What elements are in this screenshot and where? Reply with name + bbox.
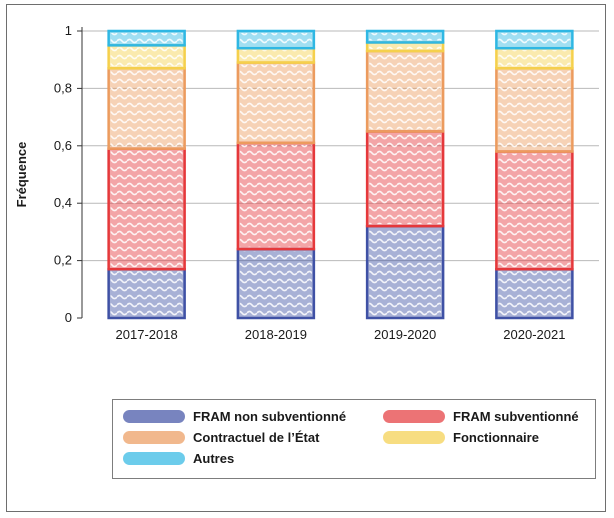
bar-texture — [498, 33, 571, 47]
legend-label: Autres — [193, 450, 235, 466]
bar-texture — [369, 44, 442, 50]
bar-texture — [369, 228, 442, 316]
legend-item: Fonctionnaire — [383, 427, 539, 447]
y-tick-label: 0 — [65, 310, 72, 325]
legend-swatch — [383, 409, 445, 423]
x-tick-label: 2019-2020 — [374, 327, 436, 342]
y-tick-label: 0,4 — [54, 195, 72, 210]
y-tick-label: 0,8 — [54, 80, 72, 95]
legend-label: Contractuel de l’État — [193, 429, 320, 445]
bar-texture — [110, 271, 183, 316]
bar-texture — [239, 50, 312, 61]
legend-swatch — [123, 451, 185, 465]
legend-label: FRAM non subventionné — [193, 408, 347, 424]
legend-swatch — [123, 430, 185, 444]
x-tick-label: 2018-2019 — [245, 327, 307, 342]
bar-texture — [239, 251, 312, 316]
x-tick-label: 2020-2021 — [503, 327, 565, 342]
bar-texture — [369, 133, 442, 225]
bar-texture — [110, 33, 183, 44]
legend-label: FRAM subventionné — [453, 408, 579, 424]
y-axis-label: Fréquence — [14, 142, 29, 208]
bar-texture — [110, 70, 183, 147]
bar-texture — [239, 144, 312, 248]
chart-frame: 0 0,2 0,4 0,6 0,8 1 Fréquence 2017-2018 2018-201… — [6, 4, 606, 512]
bar-texture — [498, 271, 571, 316]
legend-item: Contractuel de l’État — [123, 427, 319, 447]
bar-texture — [498, 153, 571, 268]
bar-texture — [239, 64, 312, 141]
legend-label: Fonctionnaire — [453, 429, 539, 445]
legend-item: Autres — [123, 448, 234, 468]
legend-swatch — [123, 409, 185, 423]
legend-item: FRAM non subventionné — [123, 406, 346, 426]
y-tick-label: 1 — [65, 23, 72, 38]
legend-item: FRAM subventionné — [383, 406, 579, 426]
bar-texture — [239, 33, 312, 47]
stacked-bar-chart: 0 0,2 0,4 0,6 0,8 1 Fréquence 2017-2018 2018-201… — [14, 23, 599, 342]
legend: FRAM non subventionné FRAM subventionné Co… — [112, 399, 596, 479]
bar-texture — [369, 33, 442, 41]
bar-texture — [369, 53, 442, 130]
y-tick-label: 0,6 — [54, 138, 72, 153]
x-tick-label: 2017-2018 — [116, 327, 178, 342]
bar-texture — [110, 47, 183, 67]
bar-texture — [498, 50, 571, 67]
legend-swatch — [383, 430, 445, 444]
y-tick-label: 0,2 — [54, 253, 72, 268]
bar-texture — [498, 70, 571, 150]
bar-texture — [110, 150, 183, 268]
